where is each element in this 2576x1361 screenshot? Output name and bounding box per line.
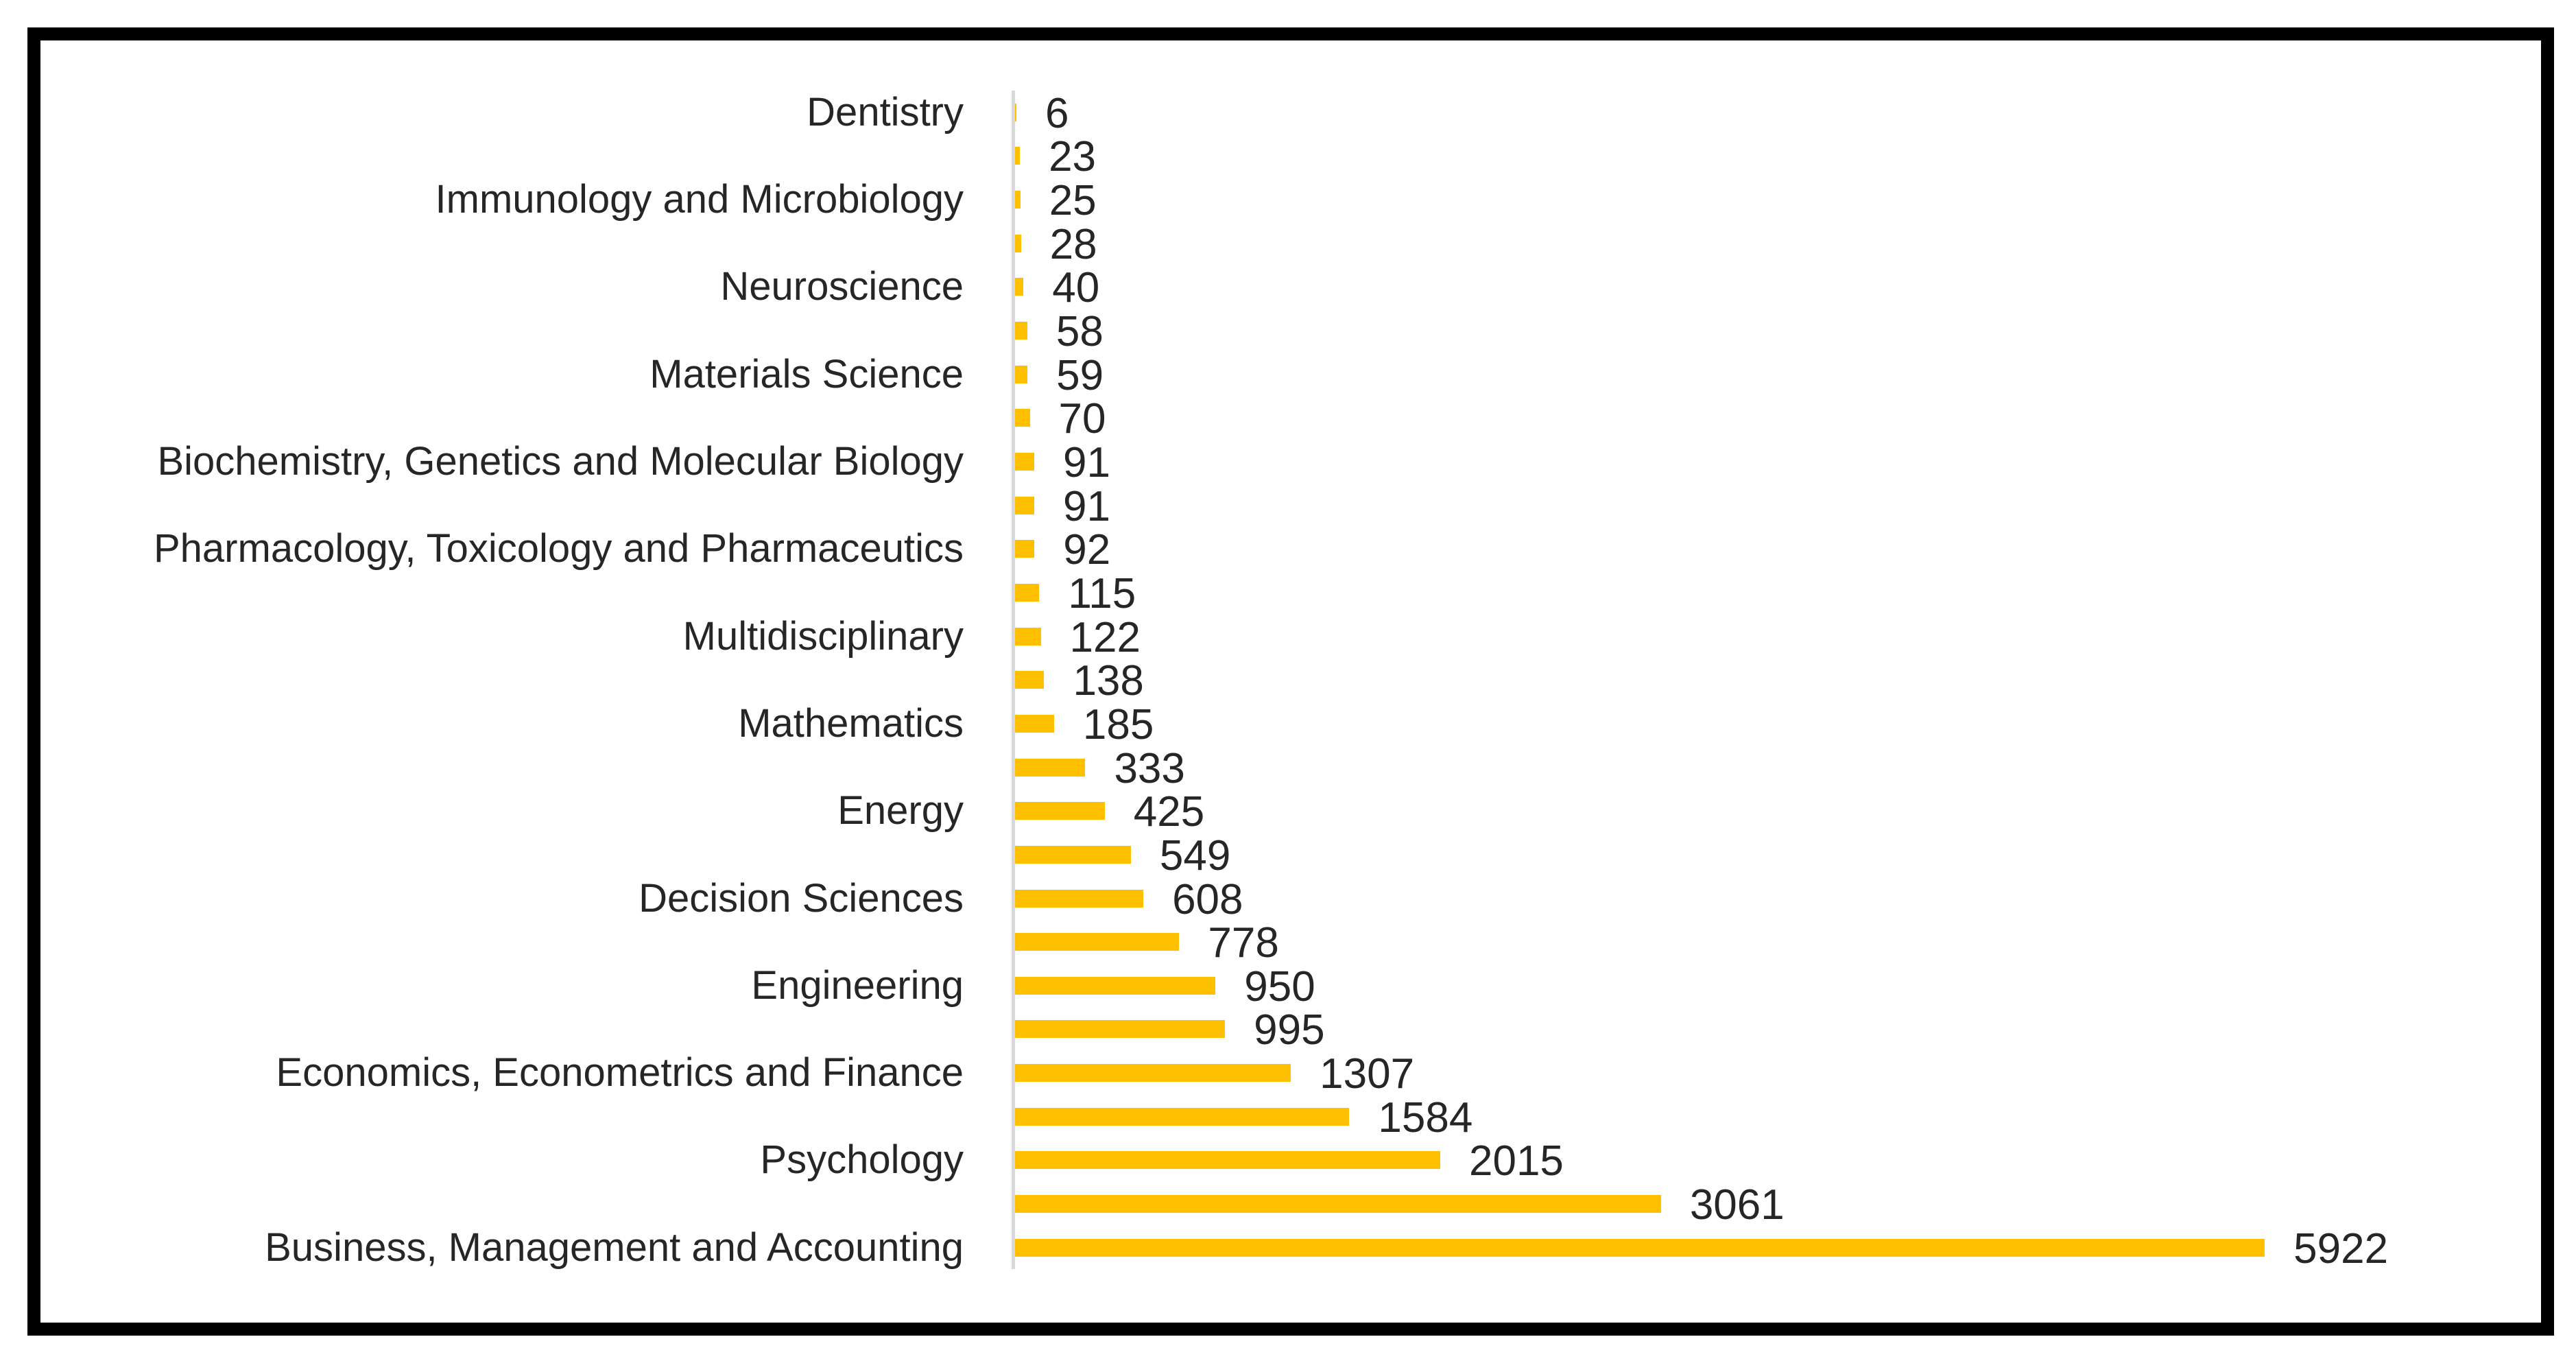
value-label: 40 <box>1052 264 1100 312</box>
category-label: Dentistry <box>807 89 964 134</box>
value-label: 3061 <box>1689 1181 1785 1229</box>
category-label: Energy <box>837 788 964 833</box>
bar <box>1015 802 1105 820</box>
bar <box>1015 234 1021 252</box>
category-label: Decision Sciences <box>639 875 964 921</box>
category-label: Materials Science <box>649 351 964 397</box>
bar <box>1015 889 1144 908</box>
bar <box>1015 1151 1440 1170</box>
bar <box>1015 147 1021 165</box>
value-label: 6 <box>1045 89 1069 137</box>
bar <box>1015 627 1041 646</box>
value-label: 59 <box>1056 351 1104 399</box>
bar <box>1015 322 1027 340</box>
value-label: 1307 <box>1320 1050 1415 1098</box>
value-label: 122 <box>1069 613 1141 661</box>
bar <box>1015 278 1024 296</box>
value-label: 1584 <box>1378 1093 1473 1141</box>
category-label: Psychology <box>760 1137 964 1183</box>
bar <box>1015 191 1021 209</box>
value-label: 333 <box>1114 744 1185 792</box>
chart-frame: Dentistry 6 23 Immunology and Microbiology 2… <box>27 27 2554 1336</box>
value-label: 995 <box>1254 1006 1325 1054</box>
category-label: Neuroscience <box>720 264 964 309</box>
bar <box>1015 453 1034 471</box>
value-label: 608 <box>1172 875 1243 923</box>
category-label: Mathematics <box>738 700 964 746</box>
bar <box>1015 1064 1291 1082</box>
category-label: Biochemistry, Genetics and Molecular Bio… <box>157 439 964 484</box>
bar <box>1015 365 1028 383</box>
category-label: Engineering <box>751 962 964 1008</box>
value-label: 70 <box>1058 395 1106 443</box>
category-label: Business, Management and Accounting <box>265 1224 964 1270</box>
value-label: 58 <box>1056 308 1104 356</box>
bar <box>1015 1107 1350 1126</box>
category-label: Economics, Econometrics and Finance <box>276 1050 964 1096</box>
bar <box>1015 1195 1661 1214</box>
value-label: 549 <box>1159 831 1231 879</box>
value-label: 138 <box>1073 657 1144 705</box>
value-label: 23 <box>1049 133 1097 181</box>
category-label: Pharmacology, Toxicology and Pharmaceuti… <box>153 526 964 571</box>
bar <box>1015 583 1040 602</box>
bar <box>1015 714 1054 733</box>
plot-area: Dentistry 6 23 Immunology and Microbiology 2… <box>40 40 2541 1323</box>
category-label: Immunology and Microbiology <box>435 177 964 222</box>
value-label: 92 <box>1063 526 1111 574</box>
bar <box>1015 496 1034 514</box>
value-label: 91 <box>1062 482 1110 530</box>
value-label: 425 <box>1133 788 1205 836</box>
bar <box>1015 758 1086 777</box>
category-label: Multidisciplinary <box>682 613 964 659</box>
bar <box>1015 671 1045 689</box>
value-label: 115 <box>1068 569 1136 617</box>
value-label: 185 <box>1082 700 1154 748</box>
bar <box>1015 845 1131 864</box>
value-label: 28 <box>1049 220 1097 268</box>
bar <box>1015 933 1180 951</box>
value-label: 2015 <box>1468 1137 1564 1185</box>
value-label: 5922 <box>2293 1224 2389 1273</box>
bar <box>1015 1238 2265 1257</box>
value-label: 91 <box>1062 439 1110 486</box>
bar <box>1015 103 1016 121</box>
bar <box>1015 1020 1226 1039</box>
bar <box>1015 409 1030 427</box>
value-label: 778 <box>1208 919 1279 967</box>
value-label: 25 <box>1049 177 1097 225</box>
value-label: 950 <box>1244 962 1315 1010</box>
category-axis-line <box>1012 91 1015 1269</box>
bar <box>1015 540 1035 558</box>
bar <box>1015 976 1216 995</box>
